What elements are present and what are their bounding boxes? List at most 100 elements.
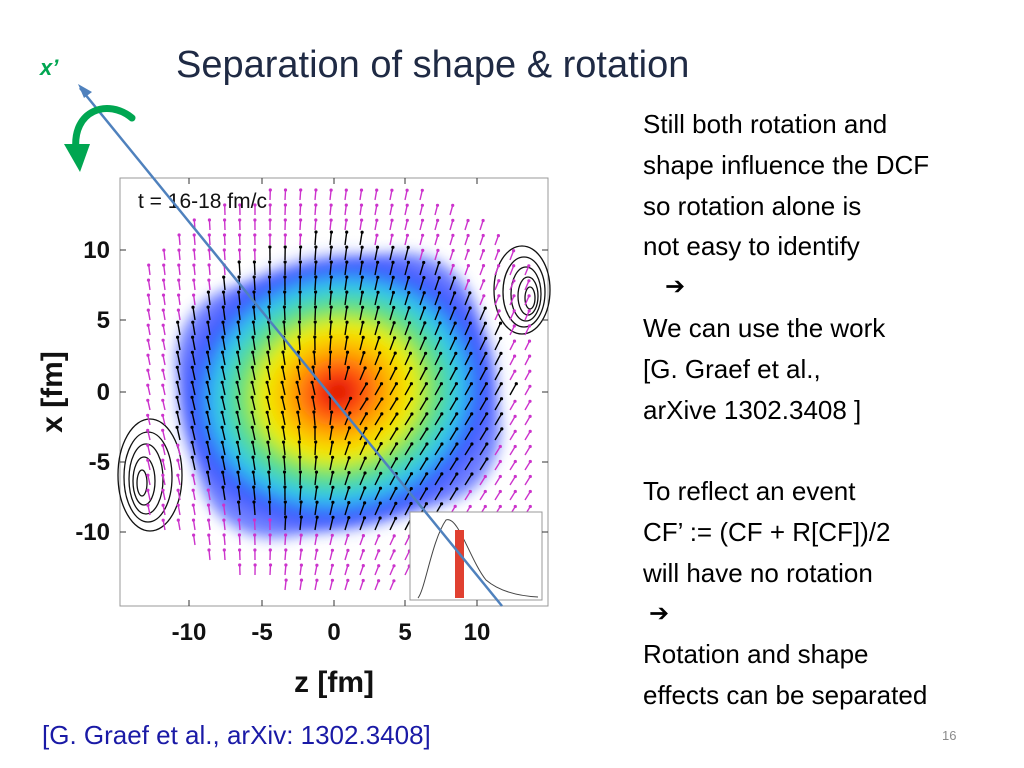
velocity-vector [344, 306, 348, 321]
velocity-vector-head [220, 440, 224, 444]
velocity-vector [253, 261, 256, 276]
velocity-vector-head [146, 338, 150, 342]
velocity-vector [252, 472, 256, 486]
velocity-vector-head [451, 218, 455, 222]
velocity-vector [404, 458, 413, 471]
velocity-vector [177, 519, 181, 531]
velocity-vector [269, 564, 272, 576]
velocity-vector-head [161, 518, 165, 522]
velocity-vector-head [161, 473, 165, 477]
velocity-vector [419, 322, 426, 336]
velocity-vector [329, 427, 333, 441]
velocity-vector-head [376, 275, 380, 279]
velocity-vector [449, 235, 454, 246]
velocity-vector-head [346, 563, 350, 568]
velocity-vector-head [513, 414, 517, 418]
velocity-vector-head [236, 335, 240, 339]
velocity-vector [176, 412, 181, 426]
velocity-vector [419, 458, 428, 471]
velocity-vector-head [206, 503, 211, 507]
velocity-vector [253, 307, 256, 321]
velocity-vector [236, 352, 241, 366]
velocity-vector-head [235, 440, 239, 444]
velocity-vector-head [347, 426, 351, 430]
velocity-vector-head [190, 395, 194, 399]
velocity-vector [404, 307, 410, 321]
text-line: We can use the work [643, 312, 886, 343]
velocity-vector [344, 220, 347, 231]
velocity-vector-head [481, 264, 486, 268]
velocity-vector-head [222, 233, 227, 237]
velocity-vector [479, 265, 485, 276]
velocity-vector-head [222, 248, 226, 252]
velocity-vector [479, 413, 488, 426]
velocity-vector [221, 367, 226, 381]
velocity-vector-head [205, 380, 209, 384]
velocity-vector-head [146, 488, 150, 492]
velocity-vector-head [298, 233, 303, 237]
velocity-vector [193, 249, 196, 261]
velocity-vector-head [528, 399, 532, 403]
velocity-vector-head [252, 518, 257, 522]
velocity-vector-head [481, 233, 485, 238]
velocity-vector-head [392, 321, 396, 325]
velocity-vector [389, 235, 393, 246]
velocity-vector-head [437, 261, 441, 265]
velocity-vector-head [191, 518, 196, 522]
velocity-vector-head [190, 350, 194, 354]
velocity-vector [221, 427, 226, 441]
velocity-vector-head [161, 353, 165, 357]
rotated-axis-arrowhead [78, 84, 92, 98]
velocity-vector [314, 261, 317, 276]
velocity-vector [374, 565, 380, 576]
velocity-vector-head [345, 320, 349, 324]
velocity-vector [206, 427, 211, 441]
velocity-vector [404, 428, 413, 441]
velocity-vector [524, 431, 531, 441]
velocity-vector [389, 580, 395, 591]
velocity-vector-head [235, 395, 239, 399]
velocity-vector-head [406, 260, 410, 264]
velocity-vector-head [267, 290, 271, 294]
velocity-vector-head [314, 275, 318, 279]
velocity-vector [434, 488, 443, 501]
velocity-vector [509, 325, 515, 336]
velocity-vector-head [362, 351, 366, 355]
velocity-vector [283, 306, 286, 321]
velocity-vector [464, 458, 473, 471]
velocity-vector [162, 505, 166, 516]
velocity-vector [191, 457, 196, 471]
velocity-vector-head [251, 470, 255, 474]
velocity-vector-head [236, 350, 240, 354]
velocity-vector-head [483, 489, 487, 494]
velocity-vector [464, 473, 473, 486]
velocity-vector [298, 441, 301, 456]
velocity-vector-head [177, 233, 181, 237]
explanation-text: Still both rotation and shape influence … [643, 104, 1013, 716]
velocity-vector [192, 322, 196, 336]
velocity-vector-head [380, 412, 384, 416]
velocity-vector [374, 398, 383, 411]
velocity-vector [404, 352, 412, 366]
velocity-vector-head [360, 275, 364, 279]
velocity-vector-head [392, 305, 396, 310]
velocity-vector [464, 353, 472, 366]
velocity-vector-head [176, 503, 180, 507]
velocity-vector [314, 502, 318, 516]
velocity-vector [208, 234, 211, 246]
velocity-vector-head [375, 245, 380, 249]
velocity-vector [434, 235, 439, 246]
velocity-vector-head [394, 501, 398, 505]
velocity-vector-head [512, 264, 516, 268]
velocity-vector-head [299, 533, 303, 537]
velocity-vector-head [161, 293, 166, 297]
velocity-vector [238, 249, 241, 261]
velocity-vector-head [329, 260, 333, 264]
velocity-vector [434, 337, 442, 351]
velocity-vector [479, 280, 485, 291]
velocity-vector-head [376, 305, 380, 309]
velocity-vector-head [235, 365, 239, 369]
velocity-vector [281, 397, 286, 411]
velocity-vector-head [223, 218, 227, 222]
velocity-vector [464, 307, 471, 321]
